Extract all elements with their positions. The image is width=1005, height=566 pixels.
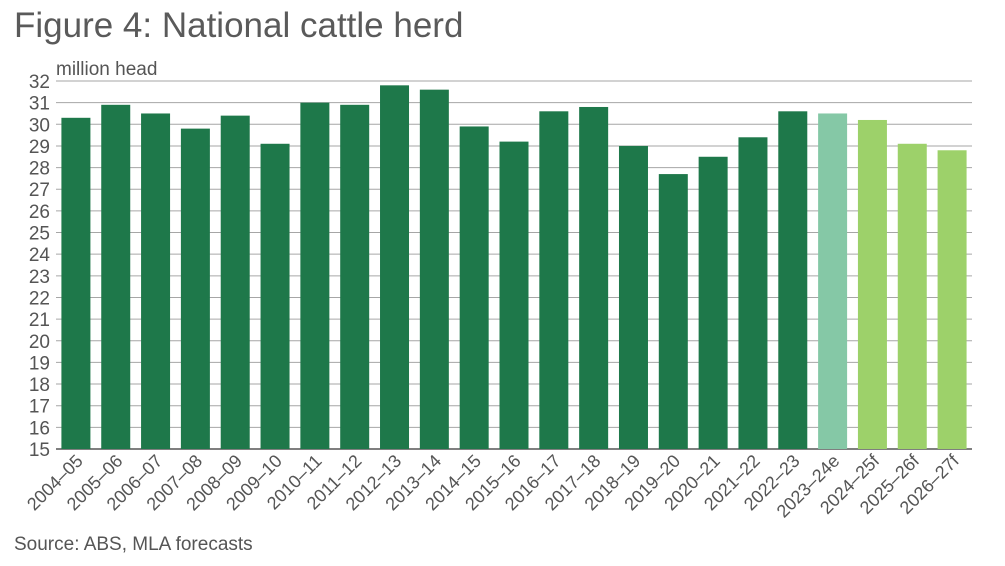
bar <box>499 141 529 450</box>
y-tick-label: 20 <box>29 332 50 353</box>
y-tick-label: 27 <box>29 180 50 201</box>
bar <box>778 111 808 450</box>
bar <box>658 174 688 450</box>
x-axis-tick-labels: 2004–052005–062006–072007–082008–092009–… <box>23 450 964 521</box>
bar <box>300 102 330 449</box>
y-tick-label: 28 <box>29 159 50 180</box>
y-tick-label: 31 <box>29 94 50 115</box>
y-tick-label: 32 <box>29 72 50 93</box>
y-tick-label: 26 <box>29 202 50 223</box>
bar <box>618 145 648 450</box>
y-tick-label: 19 <box>29 353 50 374</box>
bar <box>380 85 410 450</box>
y-tick-label: 17 <box>29 397 50 418</box>
source-note: Source: ABS, MLA forecasts <box>14 534 253 555</box>
bar <box>220 115 250 450</box>
y-tick-label: 24 <box>29 245 51 266</box>
y-tick-label: 16 <box>29 418 50 439</box>
bar <box>738 137 768 449</box>
y-tick-label: 23 <box>29 267 50 288</box>
bar <box>937 150 967 450</box>
bar <box>459 126 489 449</box>
chart-title: Figure 4: National cattle herd <box>14 6 464 45</box>
y-tick-label: 15 <box>29 440 50 461</box>
bar <box>101 104 131 449</box>
y-tick-label: 21 <box>29 310 50 331</box>
bar <box>857 119 887 449</box>
bar <box>539 111 569 450</box>
y-tick-label: 30 <box>29 115 50 136</box>
y-tick-label: 22 <box>29 288 50 309</box>
bar <box>61 117 91 450</box>
y-tick-label: 25 <box>29 224 50 245</box>
bar <box>818 113 848 450</box>
bar <box>698 156 728 449</box>
bar <box>897 143 927 449</box>
bar <box>141 113 171 450</box>
y-axis-label: million head <box>56 59 157 80</box>
bar <box>419 89 449 450</box>
bar <box>180 128 210 449</box>
bar <box>340 104 370 449</box>
bar <box>260 143 290 449</box>
bars <box>61 85 967 450</box>
y-tick-label: 18 <box>29 375 50 396</box>
bar <box>579 106 609 449</box>
y-tick-label: 29 <box>29 137 50 158</box>
